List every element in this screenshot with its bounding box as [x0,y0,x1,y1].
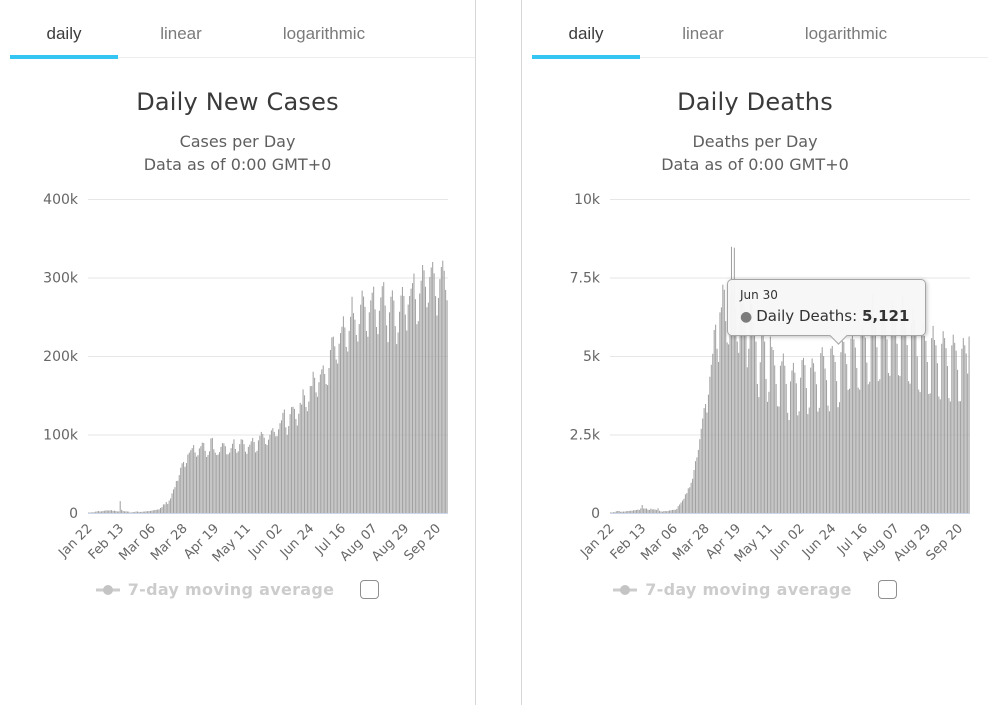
svg-text:Jun 24: Jun 24 [277,521,317,561]
series-marker-icon: ● [740,309,753,325]
svg-text:7.5k: 7.5k [570,271,601,287]
tooltip-row: ● Daily Deaths: 5,121 [740,307,909,325]
y-axis-labels: 0 2.5k 5k 7.5k 10k [570,192,601,522]
svg-text:2.5k: 2.5k [570,428,601,444]
moving-average-marker-icon [613,584,638,595]
svg-text:Jun 02: Jun 02 [245,521,285,561]
svg-text:10k: 10k [574,192,601,208]
chart-subtitle: Cases per Day Data as of 0:00 GMT+0 [0,130,475,176]
tab-linear[interactable]: linear [160,24,202,43]
tab-linear[interactable]: linear [682,24,724,43]
tab-logarithmic[interactable]: logarithmic [282,24,366,43]
panel-divider [476,0,521,705]
subtitle-line-1: Cases per Day [179,132,296,151]
tooltip-value: 5,121 [861,307,910,325]
deaths-tab-bar: daily linear logarithmic [532,16,988,59]
moving-average-marker-icon [95,584,120,595]
tab-daily[interactable]: daily [532,16,640,59]
svg-text:200k: 200k [43,349,79,365]
deaths-legend: 7-day moving average [522,580,988,599]
legend-item-moving-average[interactable]: 7-day moving average [95,580,335,599]
deaths-chart-area: 0 2.5k 5k 7.5k 10k Jan 22 Feb 13 Mar 06 Mar 28 A… [522,188,988,580]
svg-text:0: 0 [591,506,600,522]
subtitle-line-2: Data as of 0:00 GMT+0 [143,155,332,174]
svg-text:5k: 5k [583,349,601,365]
bars[interactable] [88,260,448,514]
svg-text:300k: 300k [43,271,79,287]
cases-chart-area: 0 100k 200k 300k 400k Jan 22 Feb 13 Mar 06 Mar … [0,188,475,580]
moving-average-checkbox[interactable] [360,580,380,599]
svg-text:0: 0 [69,506,78,522]
tab-logarithmic[interactable]: logarithmic [804,24,888,43]
legend-item-moving-average[interactable]: 7-day moving average [613,580,852,599]
chart-subtitle: Deaths per Day Data as of 0:00 GMT+0 [522,130,988,176]
chart-title: Daily New Cases [136,88,339,116]
cases-tab-bar: daily linear logarithmic [10,16,475,59]
daily-cases-panel: daily linear logarithmic Daily New Cases… [0,0,476,705]
svg-text:100k: 100k [43,428,79,444]
chart-tooltip: Jun 30 ● Daily Deaths: 5,121 [727,279,927,345]
tab-daily[interactable]: daily [10,16,118,59]
y-axis-labels: 0 100k 200k 300k 400k [43,192,79,522]
tooltip-series-label: Daily Deaths: [756,307,858,325]
chart-title: Daily Deaths [677,88,833,116]
moving-average-checkbox[interactable] [877,580,897,599]
svg-text:Jun 02: Jun 02 [767,521,807,561]
svg-text:Jun 24: Jun 24 [799,521,839,561]
legend-label: 7-day moving average [645,580,852,599]
tooltip-date: Jun 30 [740,288,778,302]
cases-legend: 7-day moving average [0,580,475,599]
legend-label: 7-day moving average [127,580,335,599]
bars[interactable] [610,246,970,514]
subtitle-line-2: Data as of 0:00 GMT+0 [661,155,849,174]
daily-deaths-panel: daily linear logarithmic Daily Deaths De… [521,0,988,705]
subtitle-line-1: Deaths per Day [692,132,818,151]
svg-text:400k: 400k [43,192,79,208]
